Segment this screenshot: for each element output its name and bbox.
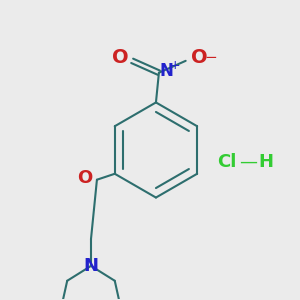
Text: —: — (239, 153, 257, 171)
Text: Cl: Cl (218, 153, 237, 171)
Text: N: N (159, 62, 173, 80)
Text: −: − (205, 50, 217, 65)
Text: O: O (77, 169, 93, 187)
Text: N: N (83, 257, 98, 275)
Text: +: + (170, 59, 181, 72)
Text: O: O (112, 48, 129, 68)
Text: H: H (258, 153, 273, 171)
Text: O: O (191, 48, 207, 68)
